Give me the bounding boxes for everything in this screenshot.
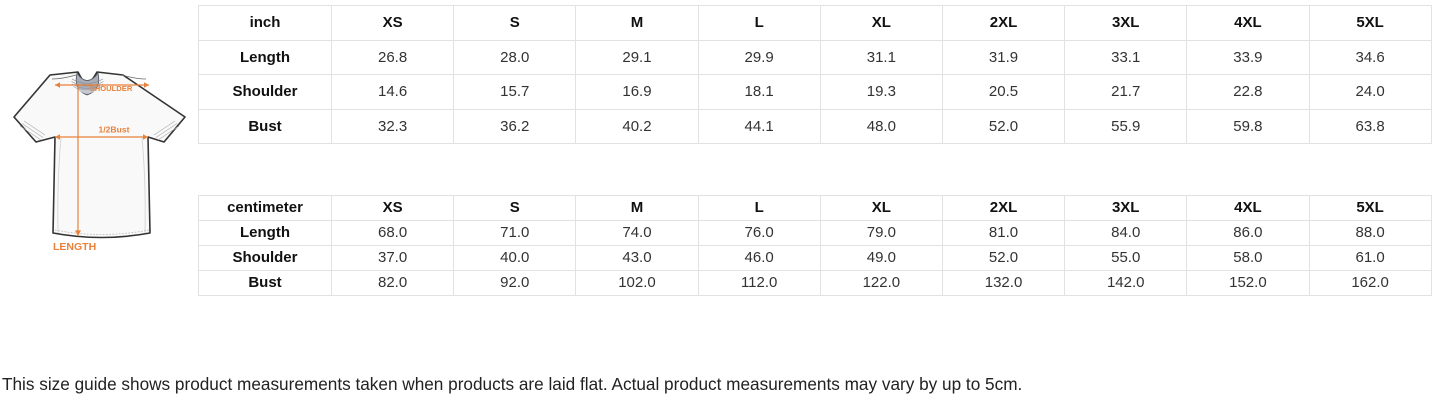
svg-text:1/2Bust: 1/2Bust bbox=[98, 125, 129, 135]
svg-text:LENGTH: LENGTH bbox=[53, 241, 96, 253]
svg-text:SHOULDER: SHOULDER bbox=[90, 84, 133, 93]
